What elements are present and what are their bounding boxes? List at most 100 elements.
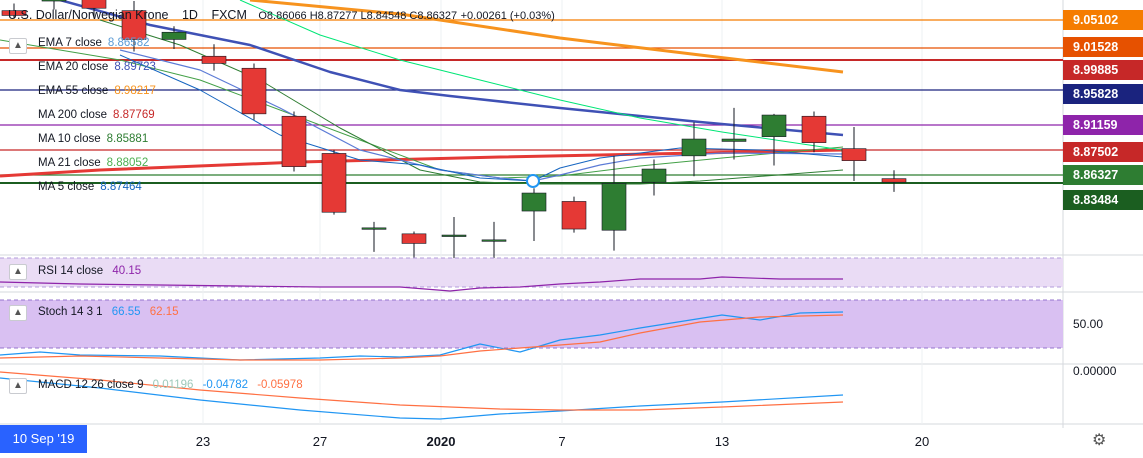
chevron-up-icon[interactable]: ▲ [9, 38, 27, 54]
candle-body [41, 0, 67, 2]
macd-hist-value: 0.01196 [152, 379, 194, 391]
rsi-legend: RSI 14 close 40.15 [38, 265, 141, 277]
price-level-tag [1063, 165, 1143, 185]
macd-signal-line [0, 371, 844, 411]
candle-body [361, 227, 387, 230]
indicator-legend-row: EMA 7 close 8.86582 [38, 37, 150, 49]
indicator-value: 8.86582 [107, 37, 150, 49]
macd-label: MACD 12 26 close 9 [38, 379, 144, 391]
ema-20-line [59, 0, 844, 137]
chevron-up-icon[interactable]: ▲ [9, 378, 27, 394]
candle-body [201, 55, 227, 64]
rsi-value: 40.15 [112, 265, 142, 277]
price-level-label: 8.83484 [1063, 190, 1143, 210]
candle-body [161, 31, 187, 40]
gear-icon[interactable]: ⚙ [1092, 432, 1107, 449]
candle-body [121, 10, 147, 40]
indicator-label: EMA 7 close [38, 37, 102, 49]
candle-body [761, 114, 787, 137]
x-axis-tick-label: 13 [715, 434, 729, 449]
indicator-label: EMA 20 close [38, 61, 109, 73]
candle-body [881, 178, 907, 183]
price-level-label: 9.05102 [1063, 10, 1143, 30]
rsi-band [0, 258, 1063, 287]
indicator-value: 8.98217 [114, 85, 156, 97]
stoch-d-value: 62.15 [149, 306, 179, 318]
indicator-label: EMA 55 close [38, 85, 109, 97]
indicator-legend-row: MA 10 close 8.85881 [38, 133, 148, 145]
indicator-value: 8.87769 [113, 109, 155, 121]
price-level-label: 8.87502 [1063, 142, 1143, 162]
price-level-value: 8.83484 [1073, 193, 1118, 207]
stoch-label: Stoch 14 3 1 [38, 306, 103, 318]
x-axis-tick-label: 20 [915, 434, 929, 449]
stoch-tick-label: 50.00 [1073, 317, 1103, 331]
indicator-value: 8.87464 [100, 181, 142, 193]
indicator-label: MA 10 close [38, 133, 101, 145]
candle-body [241, 67, 267, 115]
price-change: +0.00261 (+0.03%) [460, 10, 555, 22]
candle-body [81, 0, 107, 9]
price-level-label: 8.86327 [1063, 165, 1143, 185]
price-level-tag [1063, 190, 1143, 210]
ohlc-values: O8.86066 H8.87277 L8.84548 C8.86327 [258, 10, 458, 22]
stoch-legend: Stoch 14 3 1 66.55 62.15 [38, 306, 179, 318]
price-level-tag [1063, 10, 1143, 30]
ma-21-green-line [239, 0, 844, 151]
indicator-legend-row: MA 5 close 8.87464 [38, 181, 142, 193]
price-level-value: 8.95828 [1073, 87, 1118, 101]
price-level-label: 9.01528 [1063, 37, 1143, 57]
indicator-value: 8.85881 [106, 133, 149, 145]
price-level-label: 8.95828 [1063, 84, 1143, 104]
candle-body [321, 153, 347, 213]
indicator-legend-row: MA 200 close 8.87769 [38, 109, 155, 121]
candle-body [481, 239, 507, 242]
price-level-value: 8.91159 [1073, 118, 1118, 132]
indicator-label: MA 21 close [38, 157, 101, 169]
chart-title: U.S. Dollar/Norwegian Krone 1D FXCM O8.8… [8, 8, 555, 22]
timeframe[interactable]: 1D [181, 8, 198, 22]
price-level-value: 8.87502 [1073, 145, 1118, 159]
candle-body [401, 233, 427, 244]
ema-7-line [119, 49, 844, 182]
candle-body [721, 138, 747, 142]
indicator-legend-row: EMA 55 close 8.98217 [38, 85, 156, 97]
indicator-value: 8.89723 [114, 61, 156, 73]
ma-10-line [99, 19, 844, 185]
chevron-up-icon[interactable]: ▲ [9, 305, 27, 321]
indicator-label: MA 200 close [38, 109, 108, 121]
rsi-label: RSI 14 close [38, 265, 104, 277]
price-level-value: 8.99885 [1073, 63, 1118, 77]
macd-legend: MACD 12 26 close 9 0.01196 -0.04782 -0.0… [38, 379, 303, 391]
price-level-tag [1063, 37, 1143, 57]
macd-signal-value: -0.05978 [257, 379, 303, 391]
stoch-k-value: 66.55 [111, 306, 141, 318]
crosshair-marker [526, 174, 540, 188]
x-axis-tick-label: 27 [313, 434, 327, 449]
candle-body [681, 138, 707, 157]
time-axis-area [0, 428, 1063, 458]
price-level-tag [1063, 60, 1143, 80]
candle-body [521, 192, 547, 212]
price-level-value: 9.01528 [1073, 40, 1118, 54]
indicator-legend-row: EMA 20 close 8.89723 [38, 61, 156, 73]
stoch-k-line [0, 311, 844, 361]
indicator-legend-row: MA 21 close 8.88052 [38, 157, 148, 169]
price-level-value: 9.05102 [1073, 13, 1118, 27]
candle-body [441, 234, 467, 237]
x-axis-tick-label: 7 [558, 434, 565, 449]
candle-body [1, 10, 27, 16]
candle-body [281, 115, 307, 167]
symbol-name: U.S. Dollar/Norwegian Krone [8, 8, 169, 22]
candle-body [561, 201, 587, 230]
crosshair-date-badge: 10 Sep '19 [0, 425, 87, 453]
candle-body [601, 183, 627, 231]
chevron-up-icon[interactable]: ▲ [9, 264, 27, 280]
exchange: FXCM [211, 8, 247, 22]
candle-body [641, 168, 667, 183]
x-axis-tick-label: 23 [196, 434, 210, 449]
stoch-band [0, 300, 1063, 348]
price-level-label: 8.99885 [1063, 60, 1143, 80]
x-axis-tick-label: 2020 [427, 434, 456, 449]
